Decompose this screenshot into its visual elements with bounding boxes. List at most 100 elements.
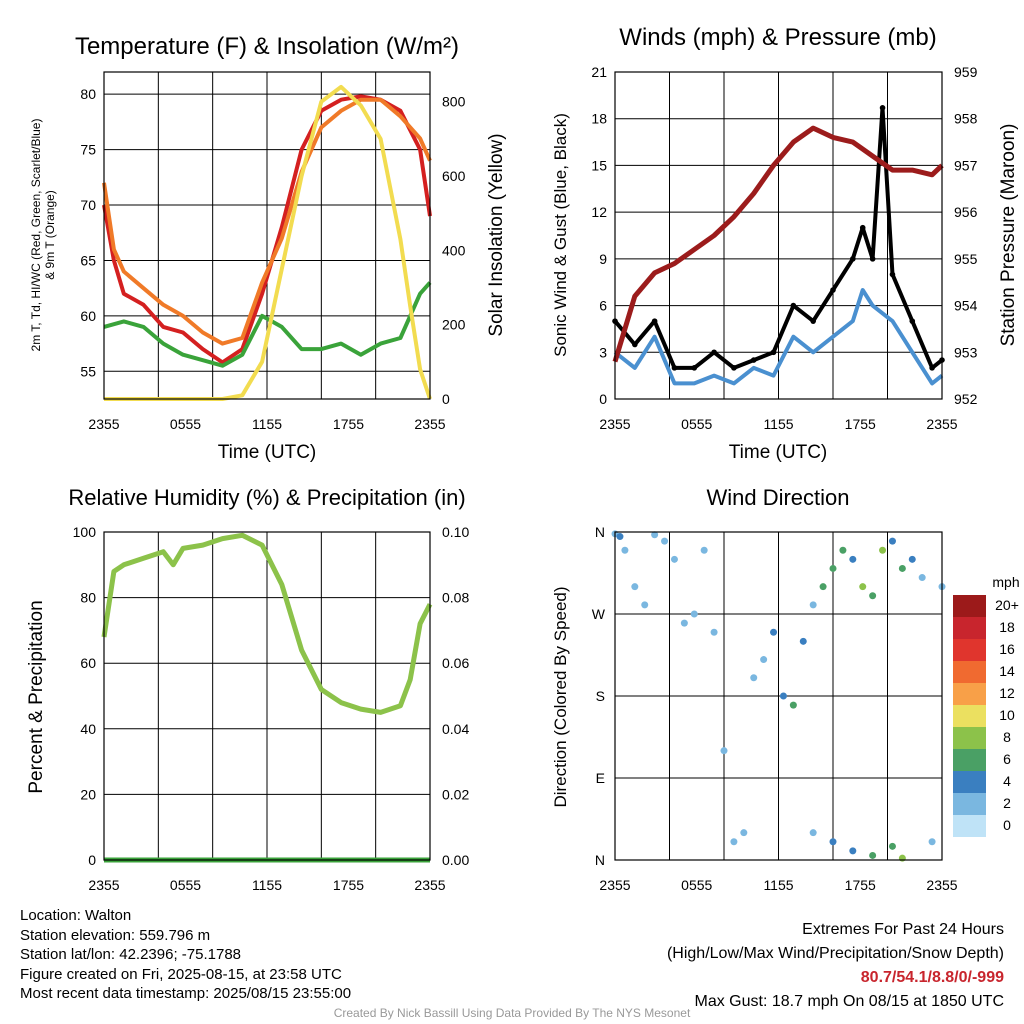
direction-point xyxy=(730,838,738,846)
y2-tick-label: 0.04 xyxy=(442,721,469,737)
y2-tick-label: 0.10 xyxy=(442,524,469,540)
legend-swatch xyxy=(953,771,986,793)
series-line xyxy=(102,97,432,346)
legend-label: 6 xyxy=(1003,751,1011,767)
gust-point xyxy=(731,365,737,371)
wind-plot: 2355 0555 1155 1755 2355 0 3 6 9 12 15 18 21 952 953 95… xyxy=(591,64,977,432)
x-tick-label: 0555 xyxy=(681,416,712,432)
charts-area: Temperature (F) & Insolation (W/m²) Time… xyxy=(26,24,1020,893)
dir-legend-unit: mph xyxy=(992,574,1019,590)
direction-point xyxy=(661,537,669,545)
series-line xyxy=(612,125,944,363)
x-tick-label: 2355 xyxy=(414,877,445,893)
direction-point xyxy=(621,546,629,554)
direction-point xyxy=(849,555,857,563)
legend-label: 18 xyxy=(999,619,1015,635)
plot-border xyxy=(614,71,943,400)
extremes-subtitle: (High/Low/Max Wind/Precipitation/Snow De… xyxy=(666,945,1004,962)
dir-title: Wind Direction xyxy=(706,485,849,510)
legend-label: 10 xyxy=(999,707,1015,723)
y-tick-label: 3 xyxy=(599,344,607,360)
wind-ylabel-left: Sonic Wind & Gust (Blue, Black) xyxy=(551,113,570,357)
y-tick-label: W xyxy=(592,606,606,622)
direction-point xyxy=(839,546,847,554)
y-tick-label: 55 xyxy=(80,363,96,379)
extremes-box: Extremes For Past 24 Hours (High/Low/Max… xyxy=(667,918,1004,1014)
legend-swatch xyxy=(953,683,986,705)
y2-tick-label: 800 xyxy=(442,94,466,110)
direction-point xyxy=(859,583,867,591)
legend-swatch xyxy=(953,705,986,727)
direction-point xyxy=(740,829,748,837)
gust-point xyxy=(671,365,678,371)
direction-point xyxy=(888,537,896,545)
temp-ylabel-right: Solar Insolation (Yellow) xyxy=(486,133,507,336)
y-tick-label: 60 xyxy=(80,655,96,671)
gust-point xyxy=(651,318,658,324)
direction-point xyxy=(631,583,639,591)
direction-point xyxy=(690,610,698,618)
y2-tick-label: 959 xyxy=(954,64,978,80)
info-elevation: Station elevation: 559.796 m xyxy=(20,926,211,944)
series-line xyxy=(613,105,944,370)
humidity-plot: 2355 0555 1155 1755 2355 0 20 40 60 80 100 0.00 0.02… xyxy=(73,524,470,893)
x-tick-label: 1155 xyxy=(252,416,282,432)
direction-point xyxy=(710,628,718,636)
gust-point xyxy=(770,349,777,356)
x-tick-label: 1755 xyxy=(845,877,876,893)
y-tick-label: 12 xyxy=(591,204,607,220)
legend-label: 2 xyxy=(1003,795,1011,811)
direction-point xyxy=(879,546,887,554)
legend-swatch xyxy=(953,749,986,771)
gust-point xyxy=(869,256,876,262)
y2-tick-label: 953 xyxy=(954,344,978,360)
y2-tick-label: 952 xyxy=(954,391,978,407)
gust-point xyxy=(929,365,935,371)
y2-tick-label: 600 xyxy=(442,168,466,184)
temp-xlabel: Time (UTC) xyxy=(218,442,317,463)
series-line xyxy=(101,532,433,715)
y-tick-label: E xyxy=(596,770,605,786)
y-tick-label: S xyxy=(596,688,605,704)
gust-point xyxy=(790,302,797,309)
direction-point xyxy=(809,601,817,609)
x-tick-label: 2355 xyxy=(926,877,957,893)
wind-panel: Winds (mph) & Pressure (mb) Time (UTC) S… xyxy=(551,24,1019,463)
extremes-title: Extremes For Past 24 Hours xyxy=(802,921,1004,938)
credit-line: Created By Nick Bassill Using Data Provi… xyxy=(333,1006,691,1020)
y-tick-label: 100 xyxy=(73,524,97,540)
x-tick-label: 1155 xyxy=(763,877,793,893)
y2-tick-label: 957 xyxy=(954,157,978,173)
temperature-plot: 2355 0555 1155 1755 235555606570758002004006… xyxy=(80,71,466,432)
direction-point xyxy=(779,692,787,700)
info-recent: Most recent data timestamp: 2025/08/15 2… xyxy=(20,985,352,1003)
wind-title: Winds (mph) & Pressure (mb) xyxy=(619,24,936,51)
plot-border xyxy=(614,531,943,861)
x-tick-label: 0555 xyxy=(681,877,712,893)
direction-point xyxy=(928,838,936,846)
y2-tick-label: 0 xyxy=(442,391,450,407)
legend-label: 16 xyxy=(999,641,1015,657)
y-tick-label: 75 xyxy=(80,142,96,158)
gust-point xyxy=(691,365,698,371)
station-info: Location: Walton Station elevation: 559.… xyxy=(20,906,351,1004)
y-tick-label: 40 xyxy=(80,721,96,737)
direction-point xyxy=(720,747,728,755)
legend-label: 14 xyxy=(999,663,1015,679)
gust-point xyxy=(632,341,638,348)
direction-point xyxy=(799,637,807,645)
wind-xlabel: Time (UTC) xyxy=(729,442,828,463)
plot-border xyxy=(103,531,431,861)
direction-point xyxy=(869,851,877,859)
x-tick-label: 2355 xyxy=(599,416,630,432)
direction-point xyxy=(670,555,678,563)
x-tick-label: 2355 xyxy=(88,877,119,893)
direction-point xyxy=(819,583,827,591)
legend-swatch xyxy=(953,617,986,639)
gust-point xyxy=(750,357,757,363)
y2-tick-label: 0.00 xyxy=(442,852,469,868)
direction-point xyxy=(898,854,906,862)
y2-tick-label: 956 xyxy=(954,204,978,220)
gust-point xyxy=(859,224,866,231)
legend-label: 12 xyxy=(999,685,1015,701)
